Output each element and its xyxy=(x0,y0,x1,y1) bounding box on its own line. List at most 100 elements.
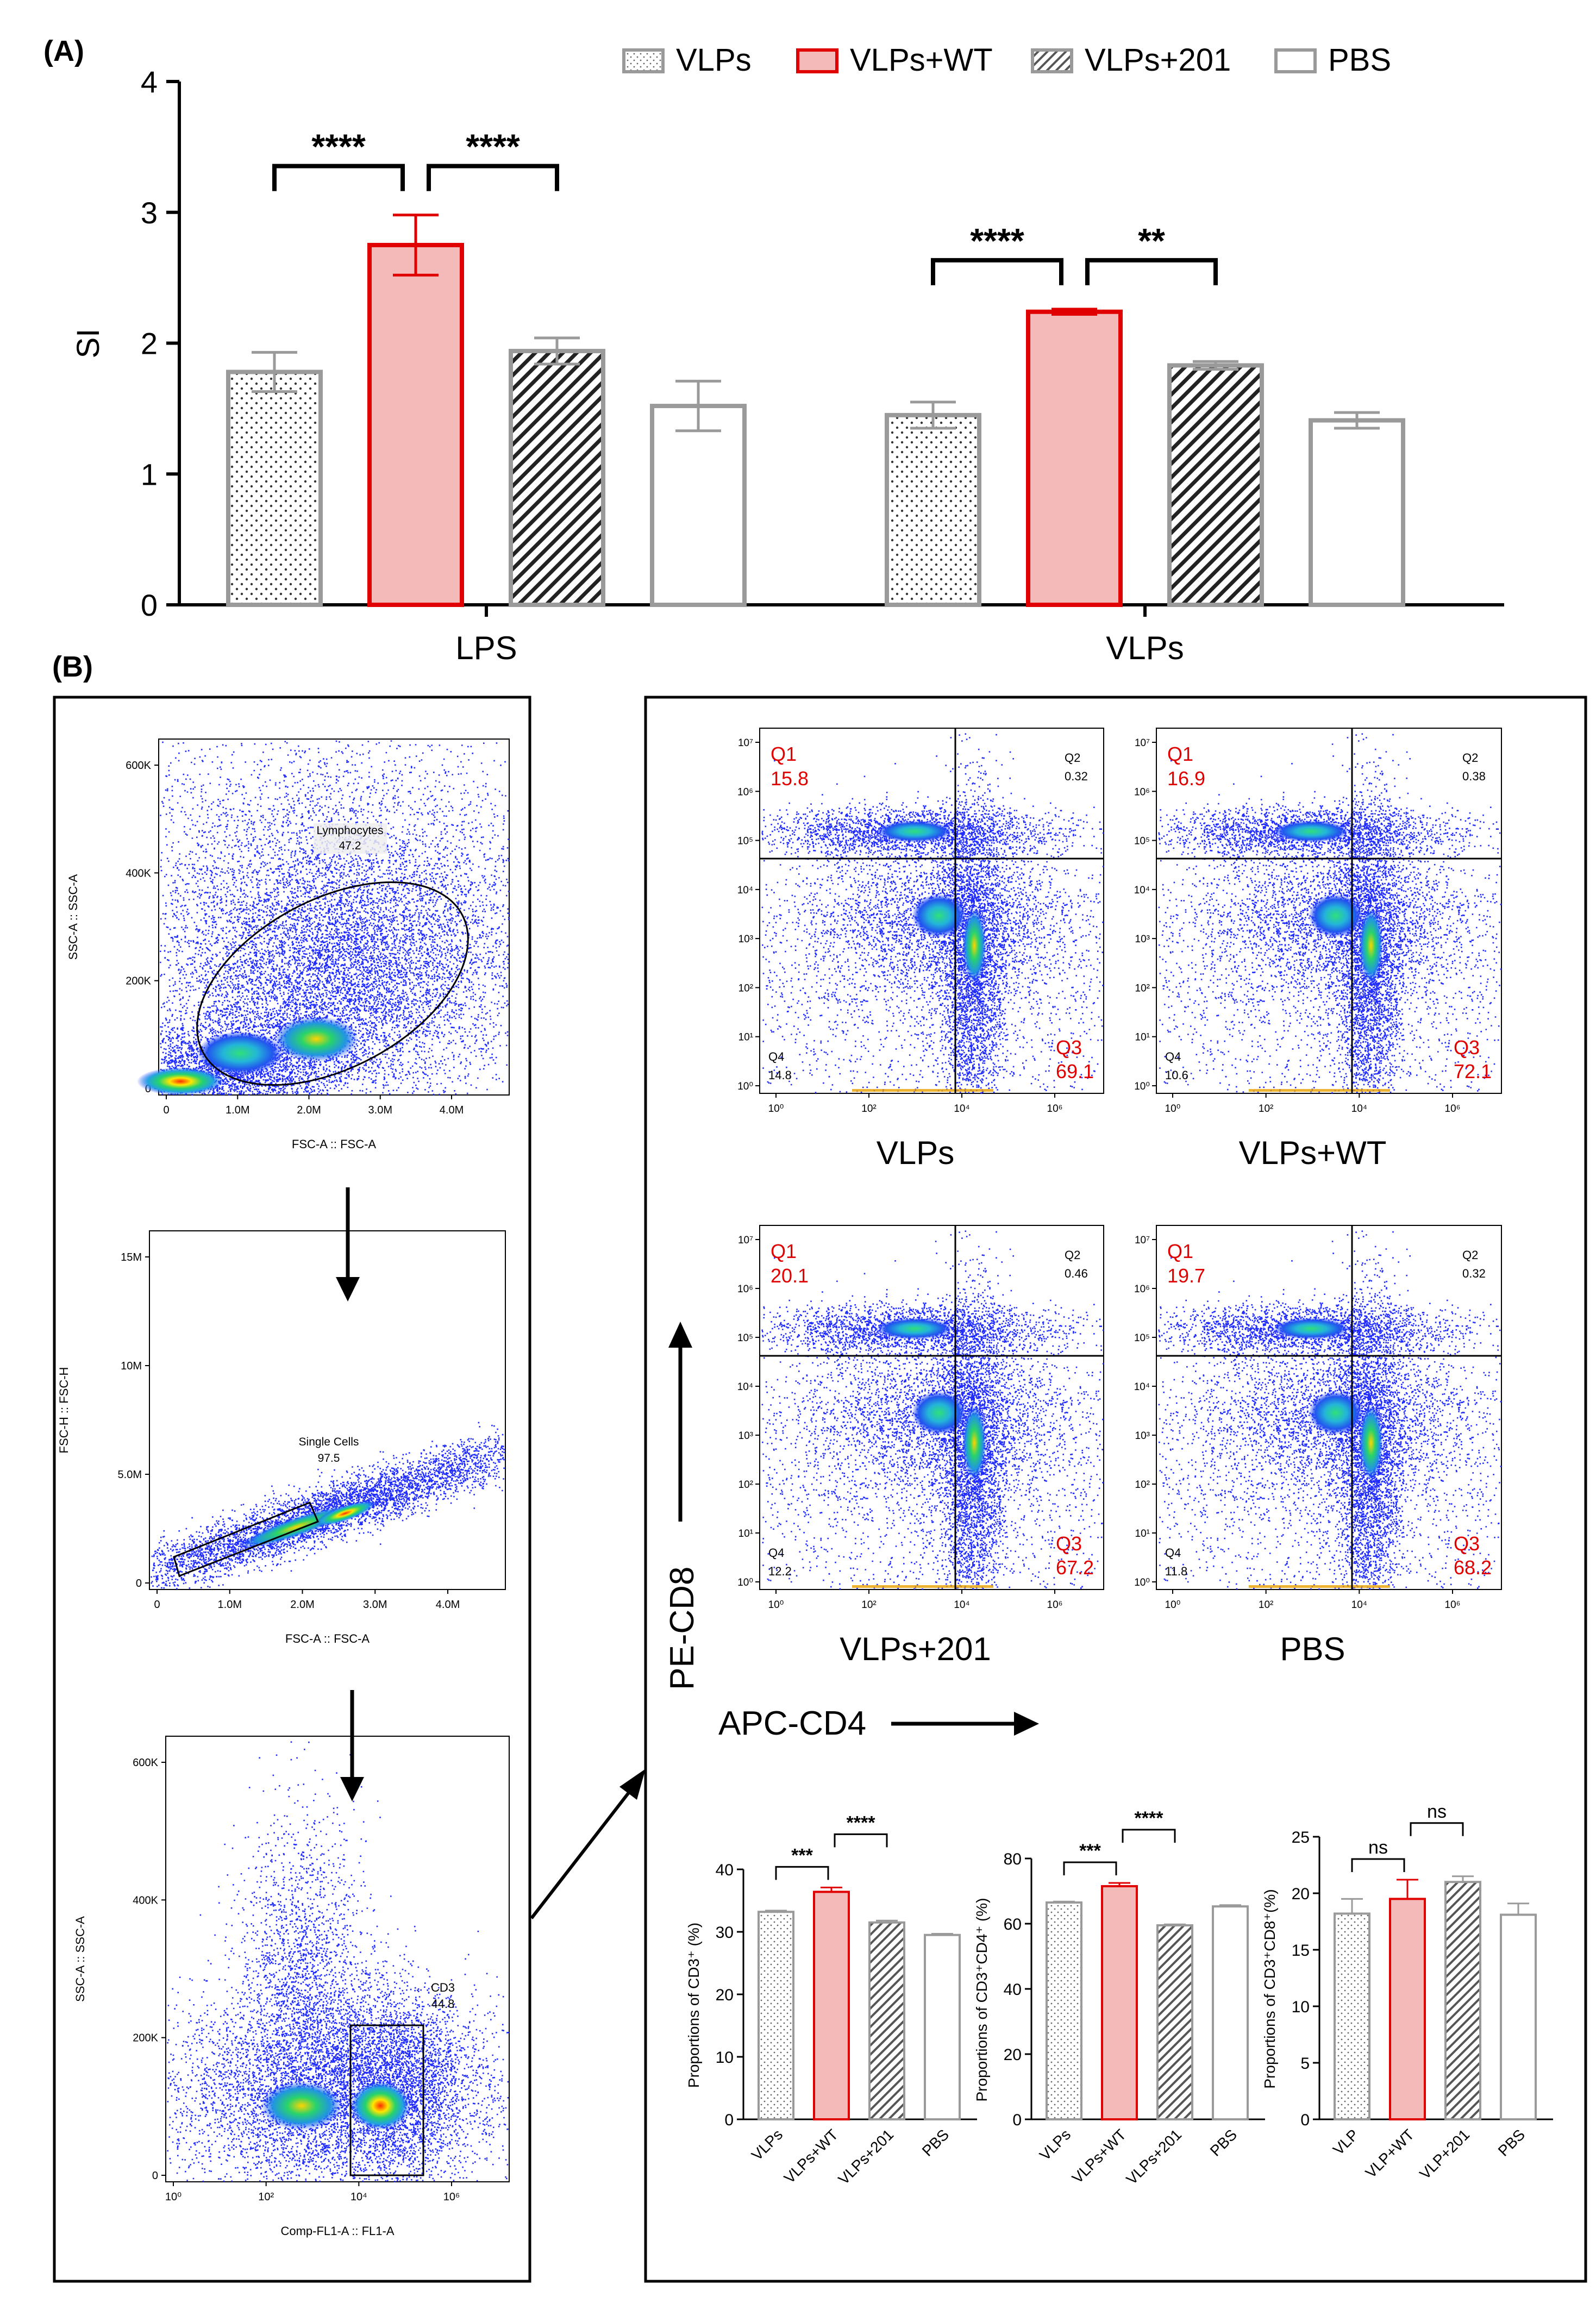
quadrant-y-tick-label: 10⁷ xyxy=(738,737,753,749)
gate-value: 97.5 xyxy=(318,1452,340,1465)
bar-vlps-201-lps xyxy=(509,348,605,607)
panel-b-label: (B) xyxy=(52,650,93,683)
density-hotspot xyxy=(351,2081,410,2130)
gating-plot-frame xyxy=(149,1230,506,1590)
quadrant-x-tick-label: 10² xyxy=(1259,1599,1273,1611)
x-tick-label: VLP+201 xyxy=(1416,2126,1473,2182)
gating-x-tick-label: 10⁴ xyxy=(351,2191,367,2203)
quadrant-y-tick-label: 10³ xyxy=(738,1430,753,1442)
quadrant-x-tick-label: 10² xyxy=(861,1103,876,1115)
gating-x-tick-label: 4.0M xyxy=(436,1599,460,1611)
significance-label: **** xyxy=(970,221,1024,260)
gating-y-tick-label: 0 xyxy=(152,2170,158,2182)
q3-value: 68.2 xyxy=(1454,1556,1492,1579)
quadrant-y-tick-label: 10¹ xyxy=(1135,1528,1150,1539)
quadrant-y-tick-label: 10⁷ xyxy=(1135,737,1150,749)
significance-bracket xyxy=(1085,258,1218,285)
gating-x-tick-label: 1.0M xyxy=(226,1104,249,1116)
gate-name: Lymphocytes xyxy=(317,824,384,837)
gating-x-tick-label: 0 xyxy=(163,1104,169,1116)
bar-vlp-201 xyxy=(1444,1881,1481,2120)
q2-value: 0.32 xyxy=(1065,769,1088,783)
y-axis-label: Proportions of CD3⁺ (%) xyxy=(685,1923,702,2088)
gating-y-axis-label: FSC-H :: FSC-H xyxy=(57,1367,71,1454)
quadrant-y-tick-label: 10⁶ xyxy=(1134,786,1150,798)
significance-label: **** xyxy=(1135,1808,1164,1829)
significance-label: *** xyxy=(1079,1841,1101,1861)
x-tick-label: VLPs+201 xyxy=(1123,2126,1185,2188)
pe-cd8-axis-indicator: PE-CD8 xyxy=(664,1322,701,1690)
significance-label: *** xyxy=(791,1845,813,1866)
significance-bracket xyxy=(1122,1829,1176,1843)
gating-x-tick-label: 0 xyxy=(154,1599,160,1611)
gate-label-bg xyxy=(314,823,387,854)
y-tick-label: 0 xyxy=(1012,2111,1022,2129)
significance-bracket xyxy=(1063,1861,1117,1875)
bar-pbs-vlps xyxy=(1309,418,1405,607)
density-hotspot xyxy=(877,821,953,842)
x-tick-label: VLPs xyxy=(748,2126,786,2163)
y-tick-label: 30 xyxy=(716,1924,734,1942)
q2-label: Q2 xyxy=(1065,751,1080,765)
x-tick-label: PBS xyxy=(1495,2126,1529,2160)
significance-bracket xyxy=(834,1833,888,1848)
quadrant-x-tick-label: 10² xyxy=(861,1599,876,1611)
significance-bracket xyxy=(1351,1858,1405,1873)
x-tick-label: VLPs xyxy=(1036,2126,1074,2163)
gating-y-axis-label: SSC-A :: SSC-A xyxy=(66,874,80,960)
density-hotspot xyxy=(912,894,966,937)
bar-pbs-lps xyxy=(650,404,747,607)
quadrant-y-tick-label: 10⁵ xyxy=(737,836,753,847)
quadrant-y-tick-label: 10⁴ xyxy=(737,1381,753,1393)
quadrant-x-tick-label: 10⁴ xyxy=(954,1103,969,1115)
density-hotspot xyxy=(877,1318,953,1340)
proportion-chart-2: 0 20 40 60 80 Proportions of CD3⁺CD4⁺ (%) VLPs… xyxy=(973,1808,1265,2188)
y-tick-label: 20 xyxy=(716,1986,734,2004)
legend-label-3: PBS xyxy=(1328,42,1391,78)
density-hotspot xyxy=(1273,821,1349,842)
quadrant-x-tick-label: 10² xyxy=(1259,1103,1273,1115)
q3-value: 69.1 xyxy=(1056,1060,1094,1082)
y-tick-label: 3 xyxy=(141,196,158,230)
quadrant-y-tick-label: 10³ xyxy=(1135,1430,1150,1442)
bar-pbs xyxy=(1500,1913,1537,2121)
gating-to-quadrant-arrow xyxy=(530,1769,646,1919)
legend-label-1: VLPs+WT xyxy=(850,42,993,78)
q4-label: Q4 xyxy=(1165,1050,1181,1063)
x-tick-label: VLP+WT xyxy=(1362,2126,1418,2181)
quadrant-y-tick-label: 10⁵ xyxy=(737,1332,753,1344)
quadrant-plot-title: VLPs+WT xyxy=(1239,1135,1387,1171)
gating-arrow-1 xyxy=(336,1187,360,1301)
quadrant-x-tick-label: 10⁴ xyxy=(1351,1599,1367,1611)
significance-bracket xyxy=(1410,1822,1464,1836)
significance-label: **** xyxy=(466,127,520,166)
y-tick-label: 0 xyxy=(141,588,158,622)
event-dots xyxy=(285,1925,503,2182)
bar-vlps-wt xyxy=(1101,1885,1138,2120)
axis-event-band xyxy=(852,1585,993,1588)
y-tick-label: 0 xyxy=(724,2111,734,2129)
density-hotspot xyxy=(274,1016,359,1062)
quadrant-plot-title: VLPs+201 xyxy=(840,1631,991,1667)
gating-y-axis-label: SSC-A :: SSC-A xyxy=(73,1916,87,2002)
q2-value: 0.38 xyxy=(1462,769,1486,783)
significance-label: **** xyxy=(311,127,366,166)
q3-label: Q3 xyxy=(1454,1532,1480,1555)
event-dots xyxy=(160,740,510,1096)
event-dots xyxy=(921,1230,1043,1590)
lymphocyte-gate xyxy=(196,881,469,1086)
quadrant-y-tick-label: 10⁶ xyxy=(1134,1284,1150,1295)
q2-label: Q2 xyxy=(1065,1248,1080,1262)
gating-x-tick-label: 10⁶ xyxy=(443,2191,460,2203)
quadrant-y-tick-label: 10⁵ xyxy=(1134,1332,1150,1344)
gating-x-tick-label: 10² xyxy=(258,2191,274,2203)
density-hotspot xyxy=(912,1391,966,1435)
q3-value: 72.1 xyxy=(1454,1060,1492,1082)
panel-a-label: (A) xyxy=(43,35,84,67)
gating-x-axis-label: FSC-A :: FSC-A xyxy=(285,1632,370,1645)
bar-vlp xyxy=(1334,1912,1370,2120)
bar-vlps xyxy=(758,1911,794,2120)
